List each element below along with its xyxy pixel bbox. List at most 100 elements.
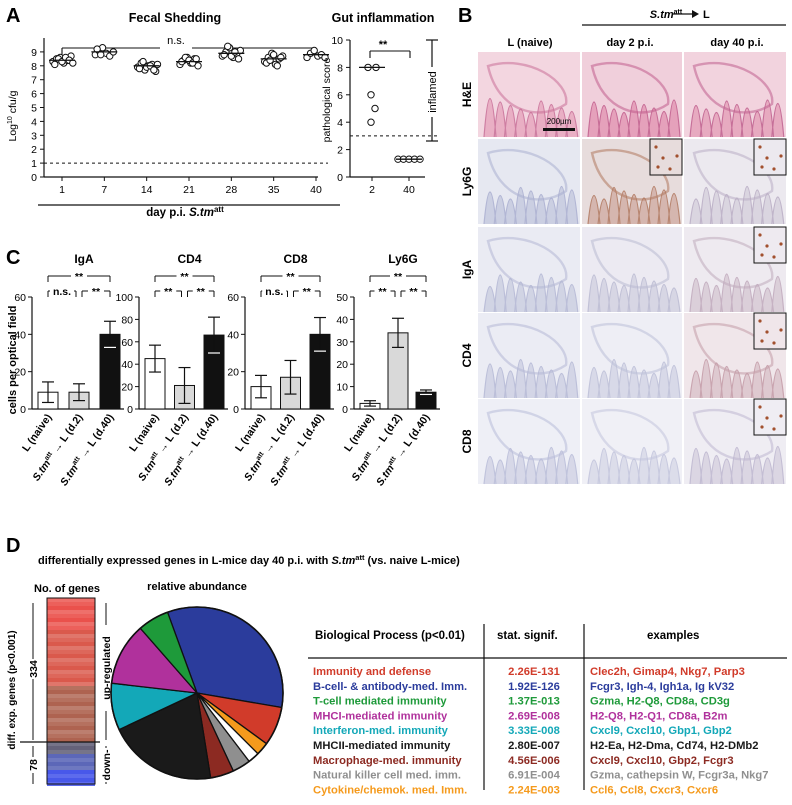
histology-crypt-outline: [486, 236, 568, 289]
histology-image: [478, 399, 580, 485]
fecal-y-tick-label: 2: [31, 144, 37, 156]
panel-letter-b: B: [458, 5, 472, 27]
gene-up-band: [47, 718, 95, 722]
histology-row-labels: H&E Ly6G IgA CD4 CD8: [460, 82, 474, 454]
table-cell-process: Macrophage-med. immunity: [313, 755, 462, 767]
table-cell-examples: Fcgr3, Igh-4, Igh1a, Ig kV32: [590, 681, 734, 693]
gene-up-band: [47, 622, 95, 626]
gene-up-band: [47, 654, 95, 658]
table-row: Macrophage-med. immunity 4.56E-006 Cxcl9, …: [313, 755, 734, 767]
table-header-process: Biological Process (p<0.01): [315, 630, 465, 642]
fecal-title: Fecal Shedding: [129, 11, 221, 25]
histology-villi: [483, 186, 579, 225]
histology-inset-cell: [779, 328, 783, 332]
panel-b-col-label-0: L (naive): [507, 37, 552, 49]
sig-label: **: [378, 286, 387, 298]
panel-c-y-axis-label: cells per optical field: [7, 306, 19, 415]
histology-grid: [478, 52, 787, 485]
histology-image: [684, 138, 787, 225]
histology-image: [582, 227, 682, 313]
up-count: 334: [28, 660, 40, 678]
histology-crypt-outline: [692, 148, 774, 201]
gene-up-band: [47, 630, 95, 634]
panel-letter-a: A: [6, 5, 20, 27]
fecal-points: [49, 42, 329, 76]
histology-image: [684, 52, 786, 138]
histology-inset-cell: [772, 427, 776, 431]
fecal-x-axis-label: day p.i. S.tmatt: [146, 205, 224, 219]
gene-count-bar: No. of genes diff. exp. genes (p<0.001) …: [7, 583, 113, 786]
histology-grain: [478, 313, 580, 398]
table-cell-examples: Ccl6, Ccl8, Cxcr3, Cxcr6: [590, 784, 718, 796]
table-row: MHCI-mediated immunity 2.69E-008 H2-Q8, H2…: [313, 710, 727, 722]
gene-up-band: [47, 730, 95, 734]
inflamed-label: inflamed: [427, 71, 439, 113]
gene-up-band: [47, 714, 95, 718]
histology-row-label: Ly6G: [460, 167, 474, 197]
histology-crypt-outline: [486, 61, 568, 114]
sig-label: **: [409, 286, 418, 298]
table-cell-examples: Clec2h, Gimap4, Nkg7, Parp3: [590, 666, 745, 678]
gene-up-band: [47, 682, 95, 686]
inflammation-axes: 0 2 4 6 8 10 2 40: [331, 35, 438, 196]
histology-inset-cell: [758, 319, 762, 323]
fecal-y-tick-label: 4: [31, 116, 37, 128]
histology-inset-cell: [675, 154, 679, 158]
histology-villi: [689, 273, 785, 313]
gene-down-band: [47, 758, 95, 762]
sig-label: **: [286, 271, 295, 283]
inflammation-point: [367, 91, 375, 99]
fecal-point: [277, 53, 285, 62]
gene-up-band: [47, 698, 95, 702]
bar-chart-title: CD4: [177, 252, 201, 266]
table-cell-signif: 2.69E-008: [508, 710, 560, 722]
sig-label: **: [164, 286, 173, 298]
table-cell-process: B-cell- & antibody-med. Imm.: [313, 681, 467, 693]
fecal-y-tick-label: 3: [31, 130, 37, 142]
histology-row-label: H&E: [460, 82, 474, 107]
table-cell-process: T-cell mediated immunity: [313, 696, 447, 708]
sig-label: n.s.: [53, 286, 71, 298]
fecal-y-tick-label: 5: [31, 103, 37, 115]
table-cell-process: MHCI-mediated immunity: [313, 710, 448, 722]
fecal-y-tick-label: 6: [31, 89, 37, 101]
histology-inset-cell: [654, 145, 658, 149]
panel-letter-c: C: [6, 247, 20, 269]
table-cell-signif: 2.24E-003: [508, 784, 560, 796]
sig-label: n.s.: [265, 286, 283, 298]
gene-up-band: [47, 638, 95, 642]
fecal-point: [269, 50, 278, 59]
gut-inflammation-chart: Gut inflammation pathological score 0 2 4 6…: [321, 11, 439, 196]
panel-b-col-label-1: day 2 p.i.: [606, 37, 653, 49]
bar-y-tick-label: 40: [227, 329, 239, 341]
histology-image: [684, 226, 787, 313]
gene-up-band: [47, 610, 95, 614]
bar-y-tick-label: 30: [336, 337, 348, 349]
histology-inset-cell: [758, 145, 762, 149]
histology-image: [478, 139, 580, 225]
gene-down-band: [47, 754, 95, 758]
inflammation-x-tick-label: 40: [403, 184, 415, 196]
histology-inset-cell: [661, 156, 665, 160]
histology-image: [478, 227, 580, 313]
gene-up-band: [47, 734, 95, 738]
histology-crypt-outline: [692, 236, 774, 289]
histology-inset-cell: [772, 255, 776, 259]
gene-up-band: [47, 626, 95, 630]
pie-outline: [110, 606, 284, 780]
histology-crypt-outline: [486, 322, 568, 375]
histology-crypt-outline: [486, 408, 568, 461]
bar-y-tick-label: 0: [20, 404, 26, 416]
inflammation-points: [359, 63, 424, 163]
histology-inset: [753, 312, 787, 350]
table-row: T-cell mediated immunity 1.37E-013 Gzma, H…: [313, 696, 730, 708]
histology-grain: [478, 139, 580, 224]
bar-category-label: L (naive): [20, 412, 54, 454]
fecal-x-tick-label: 35: [268, 184, 280, 196]
bar-y-tick-label: 100: [115, 292, 133, 304]
panel-d: D differentially expressed genes in L-mi…: [6, 535, 787, 796]
bar-y-tick-label: 0: [127, 404, 133, 416]
table-cell-examples: H2-Q8, H2-Q1, CD8a, B2m: [590, 710, 727, 722]
